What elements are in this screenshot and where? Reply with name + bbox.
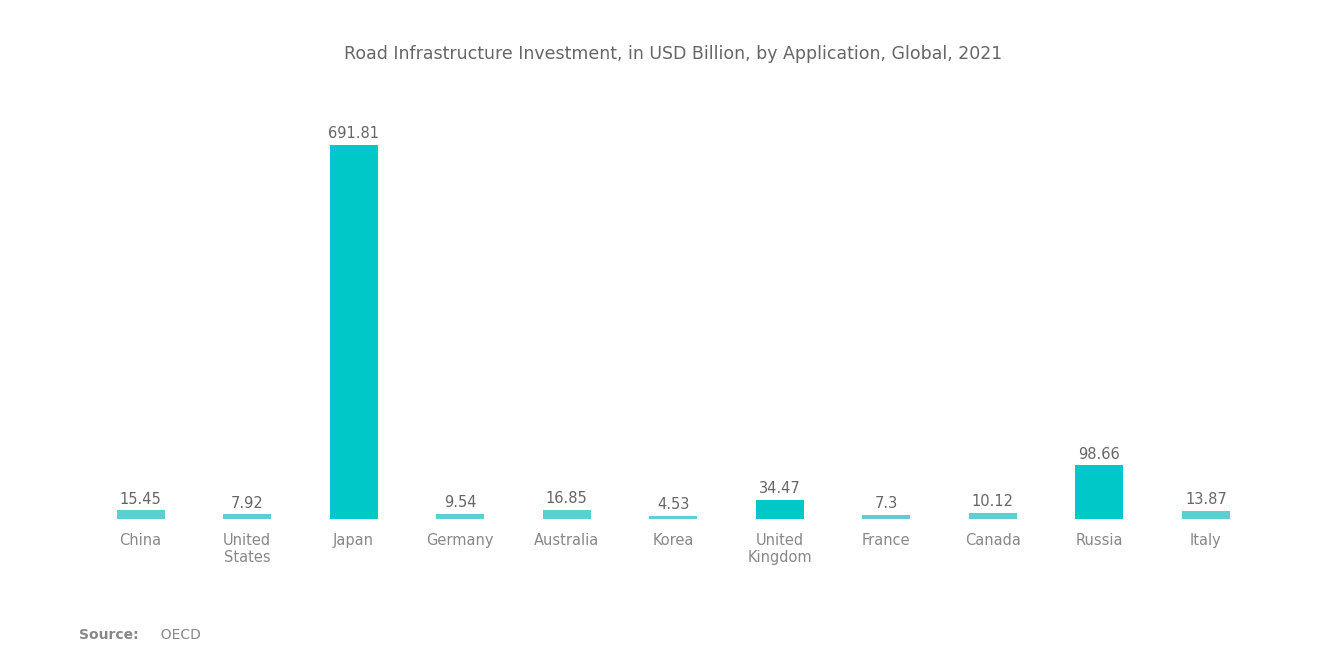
Bar — [436, 513, 484, 519]
Text: 13.87: 13.87 — [1185, 492, 1226, 507]
Bar — [543, 509, 590, 519]
Title: Road Infrastructure Investment, in USD Billion, by Application, Global, 2021: Road Infrastructure Investment, in USD B… — [345, 45, 1002, 63]
Text: Source:: Source: — [79, 628, 139, 642]
Text: 15.45: 15.45 — [120, 491, 161, 507]
Text: 4.53: 4.53 — [657, 497, 689, 513]
Text: 7.3: 7.3 — [875, 496, 898, 511]
Bar — [1181, 511, 1230, 519]
Bar — [116, 510, 165, 519]
Bar — [969, 513, 1016, 519]
Bar — [1076, 465, 1123, 519]
Bar — [330, 145, 378, 519]
Bar — [223, 515, 271, 519]
Text: 10.12: 10.12 — [972, 495, 1014, 509]
Text: 16.85: 16.85 — [545, 491, 587, 506]
Text: 691.81: 691.81 — [329, 126, 379, 141]
Bar — [649, 516, 697, 519]
Bar — [756, 500, 804, 519]
Text: OECD: OECD — [152, 628, 201, 642]
Bar — [862, 515, 911, 519]
Text: 34.47: 34.47 — [759, 481, 801, 496]
Text: 9.54: 9.54 — [444, 495, 477, 510]
Text: 98.66: 98.66 — [1078, 447, 1121, 462]
Text: 7.92: 7.92 — [231, 495, 264, 511]
